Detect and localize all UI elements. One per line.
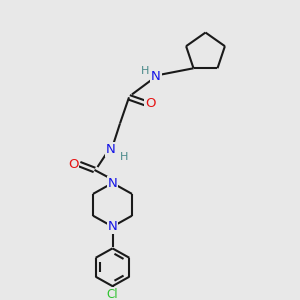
- Text: N: N: [108, 176, 117, 190]
- Text: N: N: [151, 70, 161, 83]
- Text: O: O: [68, 158, 79, 171]
- Text: O: O: [145, 97, 155, 110]
- Text: N: N: [108, 220, 117, 233]
- Text: H: H: [141, 66, 150, 76]
- Text: Cl: Cl: [107, 288, 118, 300]
- Text: N: N: [106, 143, 116, 156]
- Text: H: H: [120, 152, 128, 162]
